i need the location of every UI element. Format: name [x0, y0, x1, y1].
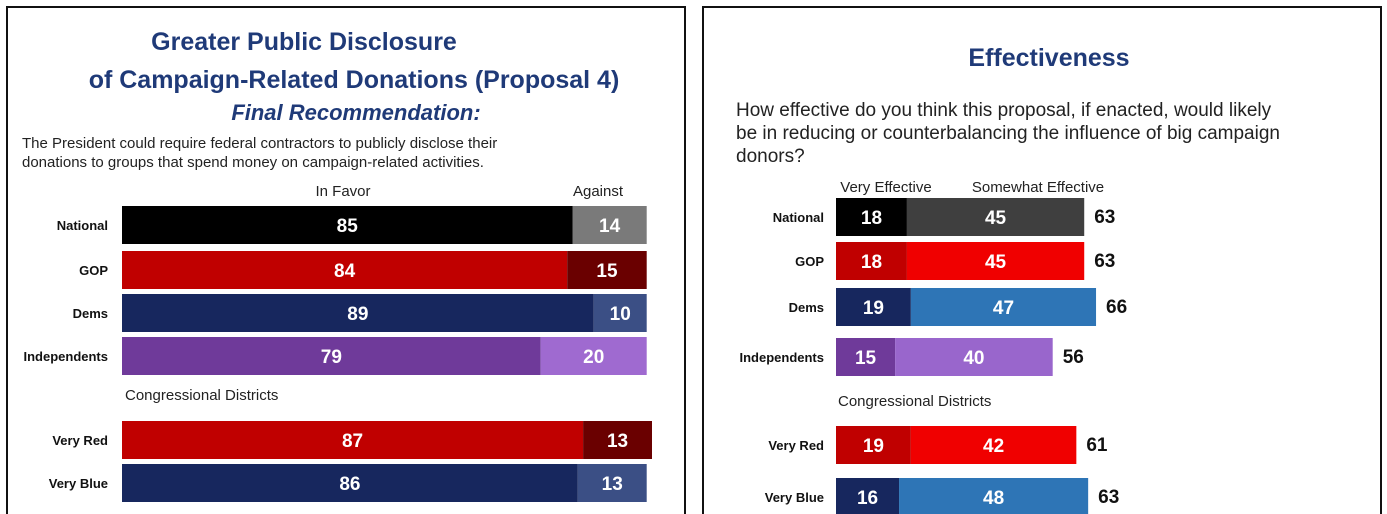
left-title-line2: of Campaign-Related Donations (Proposal … [89, 66, 620, 94]
right-category-label-independents: Independents [739, 350, 824, 365]
right-value-very-red-very-effective: 19 [863, 436, 884, 457]
right-value-very-blue-somewhat-effective: 48 [983, 488, 1004, 509]
left-description-line2: donations to groups that spend money on … [22, 154, 484, 171]
right-total-dems: 66 [1106, 297, 1127, 318]
right-bar-dems-somewhat-effective [910, 288, 1097, 326]
right-bar-very-blue-somewhat-effective [899, 478, 1089, 514]
right-category-label-dems: Dems [789, 300, 824, 315]
left-value-very-blue-against: 13 [602, 474, 623, 495]
left-value-very-red-in-favor: 87 [342, 431, 363, 452]
left-category-label-very-red: Very Red [52, 433, 108, 448]
left-bar-dems-in-favor [122, 294, 594, 332]
left-category-label-very-blue: Very Blue [49, 476, 108, 491]
right-value-gop-very-effective: 18 [861, 252, 882, 273]
left-value-very-blue-in-favor: 86 [339, 474, 360, 495]
right-chart-panel: Effectiveness How effective do you think… [702, 6, 1382, 514]
right-title: Effectiveness [968, 44, 1129, 72]
right-value-dems-very-effective: 19 [863, 298, 884, 319]
left-category-label-dems: Dems [73, 306, 108, 321]
right-bar-gop-somewhat-effective [906, 242, 1085, 280]
left-title-line1: Greater Public Disclosure [151, 28, 457, 56]
left-value-dems-against: 10 [610, 304, 631, 325]
right-bar-very-blue-very-effective [836, 478, 900, 514]
right-total-gop: 63 [1094, 251, 1115, 272]
right-question-line1: How effective do you think this proposal… [736, 100, 1272, 121]
right-total-very-blue: 63 [1098, 487, 1119, 508]
right-value-gop-somewhat-effective: 45 [985, 252, 1007, 273]
right-value-independents-very-effective: 15 [855, 348, 877, 369]
left-bar-dems-against [593, 294, 647, 332]
left-value-independents-in-favor: 79 [321, 347, 342, 368]
left-value-gop-against: 15 [596, 261, 618, 282]
left-category-label-national: National [57, 218, 108, 233]
right-category-label-national: National [773, 210, 824, 225]
left-description-line1: The President could require federal cont… [22, 135, 497, 152]
right-value-very-blue-very-effective: 16 [857, 488, 878, 509]
right-section-label: Congressional Districts [838, 393, 991, 410]
effectiveness-chart: Effectiveness How effective do you think… [736, 44, 1280, 514]
right-value-dems-somewhat-effective: 47 [993, 298, 1014, 319]
right-category-label-very-red: Very Red [768, 438, 824, 453]
left-value-gop-in-favor: 84 [334, 261, 356, 282]
left-category-label-gop: GOP [79, 263, 108, 278]
left-bar-independents-in-favor [122, 337, 541, 375]
left-subtitle: Final Recommendation: [231, 100, 480, 125]
left-bar-national-against [572, 206, 647, 244]
right-bar-dems-very-effective [836, 288, 911, 326]
legend-somewhat-effective: Somewhat Effective [972, 179, 1104, 196]
right-category-label-very-blue: Very Blue [765, 490, 824, 505]
right-value-national-somewhat-effective: 45 [985, 208, 1007, 229]
left-chart-panel: Greater Public Disclosure of Campaign-Re… [6, 6, 686, 514]
left-bar-very-red-against [583, 421, 652, 459]
right-total-very-red: 61 [1086, 435, 1108, 456]
left-value-dems-in-favor: 89 [347, 304, 368, 325]
left-bar-very-blue-in-favor [122, 464, 578, 502]
right-bar-national-very-effective [836, 198, 907, 236]
right-bar-national-somewhat-effective [906, 198, 1085, 236]
left-value-national-in-favor: 85 [337, 216, 359, 237]
left-bar-gop-in-favor [122, 251, 568, 289]
right-total-independents: 56 [1063, 347, 1084, 368]
left-bar-gop-against [567, 251, 647, 289]
right-question-line3: donors? [736, 146, 805, 167]
left-value-very-red-against: 13 [607, 431, 628, 452]
left-bar-independents-against [540, 337, 647, 375]
right-bar-very-red-somewhat-effective [910, 426, 1077, 464]
left-category-label-independents: Independents [23, 349, 108, 364]
legend-against: Against [573, 183, 624, 200]
right-value-very-red-somewhat-effective: 42 [983, 436, 1004, 457]
right-bar-independents-very-effective [836, 338, 896, 376]
disclosure-chart: Greater Public Disclosure of Campaign-Re… [22, 28, 652, 502]
right-value-independents-somewhat-effective: 40 [963, 348, 984, 369]
left-bar-very-blue-against [577, 464, 647, 502]
right-total-national: 63 [1094, 207, 1115, 228]
legend-very-effective: Very Effective [840, 179, 931, 196]
right-value-national-very-effective: 18 [861, 208, 882, 229]
left-bar-very-red-in-favor [122, 421, 584, 459]
right-bar-gop-very-effective [836, 242, 907, 280]
left-value-independents-against: 20 [583, 347, 604, 368]
left-section-label: Congressional Districts [125, 387, 278, 404]
right-question-line2: be in reducing or counterbalancing the i… [736, 123, 1280, 144]
right-category-label-gop: GOP [795, 254, 824, 269]
right-bar-very-red-very-effective [836, 426, 911, 464]
right-bar-independents-somewhat-effective [895, 338, 1053, 376]
left-value-national-against: 14 [599, 216, 621, 237]
left-bar-national-in-favor [122, 206, 573, 244]
legend-in-favor: In Favor [315, 183, 370, 200]
